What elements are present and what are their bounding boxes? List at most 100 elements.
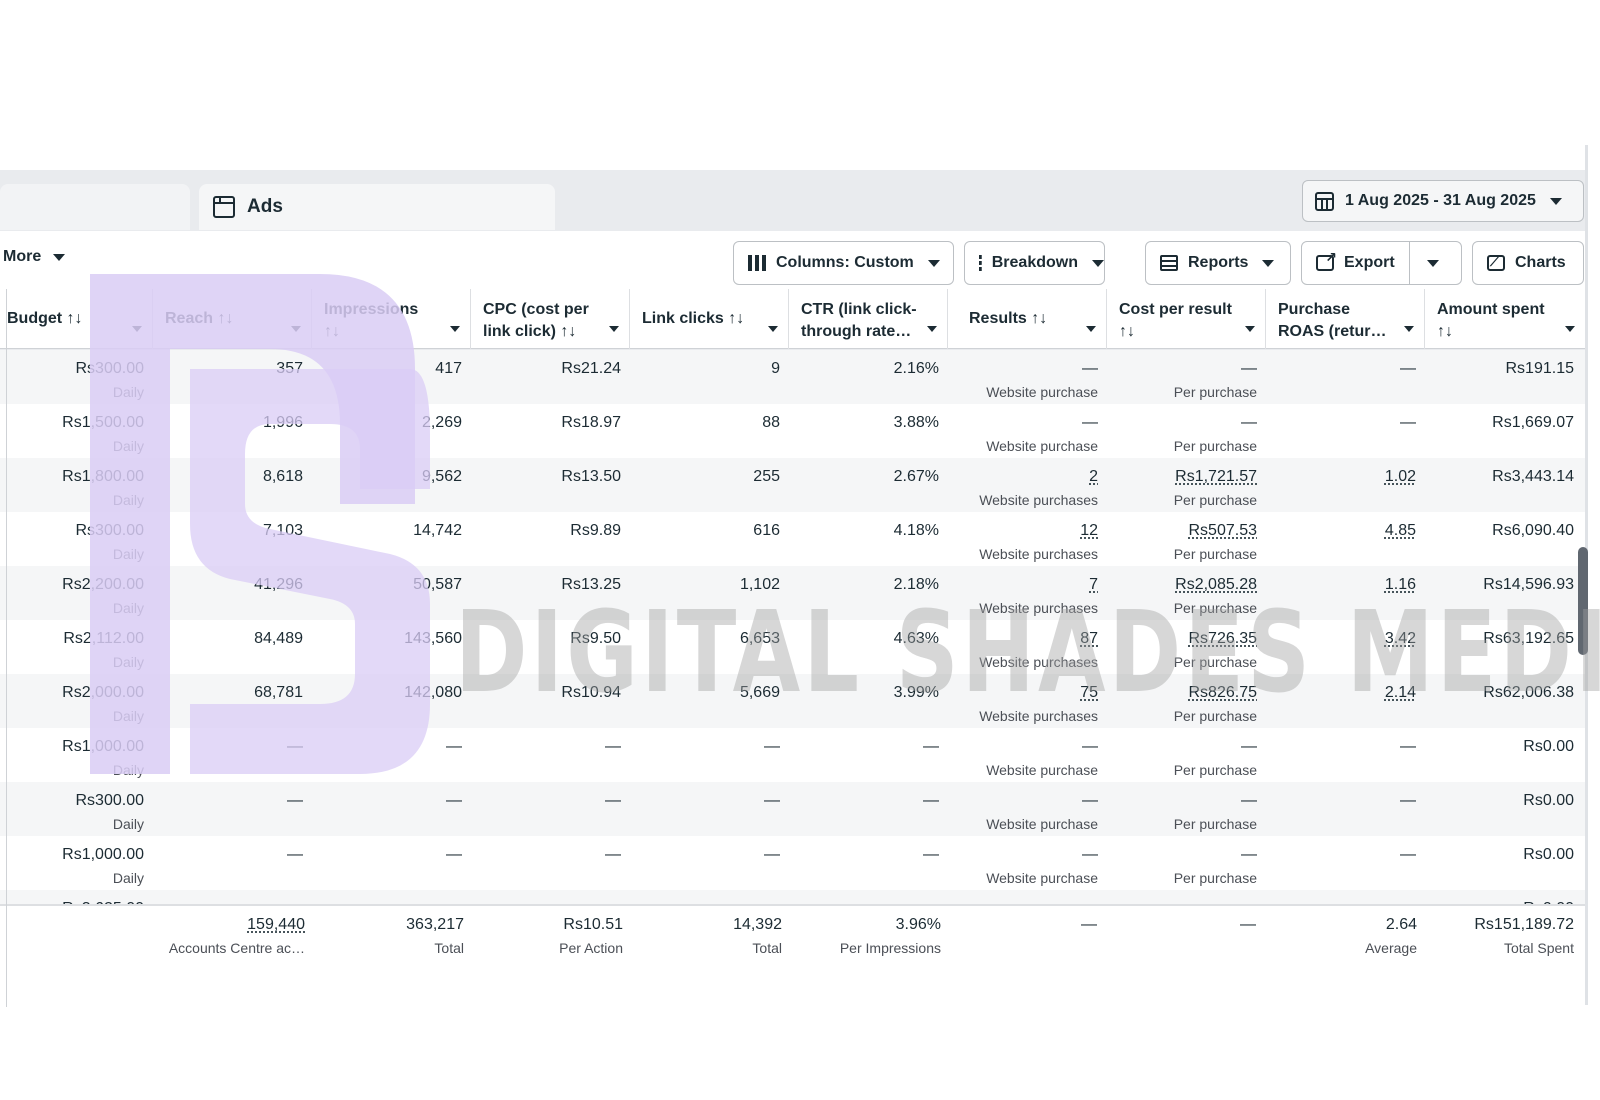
column-header-link-clicks[interactable]: Link clicks ↑↓ [630,289,789,349]
cell-value: 4.63% [789,620,939,648]
tab-ads[interactable]: Ads [199,184,555,230]
cell-caption: Per purchase [1107,702,1257,725]
cell-amount-spent: Rs0.00 [1425,836,1583,890]
chevron-down-icon [1262,260,1274,267]
export-options-button[interactable] [1410,260,1456,267]
cell-cost-per-result: — Per purchase [1107,728,1266,782]
cell-cpc: Rs13.50 [471,458,630,512]
breakdown-button[interactable]: Breakdown [964,241,1105,285]
cell-ctr: — [789,782,948,836]
column-menu-icon[interactable] [927,317,937,339]
tab-ads-label: Ads [247,196,283,218]
tab-ad-sets[interactable] [0,184,190,230]
reports-button[interactable]: Reports [1145,241,1291,285]
cell-results: 12 Website purchases [948,512,1107,566]
cell-value: Rs14,596.93 [1425,566,1574,594]
charts-button[interactable]: Charts [1472,241,1584,285]
vertical-scrollbar-thumb[interactable] [1578,547,1588,655]
sort-icon: ↑↓ [1437,321,1573,343]
cell-value: Rs300.00 [0,350,144,378]
cell-value: 4.85 [1266,512,1416,540]
table-row[interactable]: Rs2,000.00 Daily 68,781 142,080 Rs10.94 5,669… [0,674,1585,728]
total-caption: Per Action [467,934,623,957]
charts-label: Charts [1515,254,1566,272]
cell-reach: 357 [153,350,312,404]
table-row[interactable]: Rs1,000.00 Daily — — — — — — Website purchase — Pe… [0,728,1585,782]
column-menu-icon[interactable] [1086,317,1096,339]
cell-caption: Daily [0,810,144,833]
cell-purchase-roas: 1.02 [1266,458,1425,512]
cell-caption: Per purchase [1107,648,1257,671]
table-row[interactable]: Rs3,625.00 — — — — — — — — Rs0.00 [0,890,1585,904]
cell-results: — Website purchase [948,728,1107,782]
cell-budget: Rs2,112.00 Daily [0,620,153,674]
column-menu-icon[interactable] [450,317,460,339]
table-row[interactable]: Rs300.00 Daily — — — — — — Website purchase — Per … [0,782,1585,836]
column-menu-icon[interactable] [609,317,619,339]
table-row[interactable]: Rs2,200.00 Daily 41,296 50,587 Rs13.25 1,102 2… [0,566,1585,620]
column-menu-icon[interactable] [1245,317,1255,339]
cell-cost-per-result: Rs826.75 Per purchase [1107,674,1266,728]
cell-caption: Website purchase [948,810,1098,833]
column-header-budget[interactable]: Budget ↑↓ [0,289,153,349]
column-header-cost-per-result[interactable]: Cost per result ↑↓ [1107,289,1266,349]
column-menu-icon[interactable] [132,317,142,339]
column-header-results[interactable]: Results ↑↓ [948,289,1107,349]
cell-reach: — [153,782,312,836]
table-body: Rs300.00 Daily 357 417 Rs21.24 9 2.16% — Website… [0,350,1585,904]
cell-reach: 41,296 [153,566,312,620]
cell-impressions: 142,080 [312,674,471,728]
more-button[interactable]: More [3,248,65,266]
columns-button[interactable]: Columns: Custom [733,241,954,285]
column-header-ctr[interactable]: CTR (link click- through rate… [789,289,948,349]
cell-link-clicks: — [630,890,789,904]
column-menu-icon[interactable] [291,317,301,339]
table-row[interactable]: Rs1,000.00 Daily — — — — — — Website purchase — Pe… [0,836,1585,890]
table-row[interactable]: Rs300.00 Daily 7,103 14,742 Rs9.89 616 4.18% 12… [0,512,1585,566]
cell-cpc: — [471,728,630,782]
cell-amount-spent: Rs0.00 [1425,728,1583,782]
total-impressions: 363,217 Total [308,906,467,957]
cell-caption: Per purchase [1107,594,1257,617]
cell-value: Rs2,112.00 [0,620,144,648]
cell-results: — Website purchase [948,350,1107,404]
cell-impressions: 417 [312,350,471,404]
column-menu-icon[interactable] [1565,317,1575,339]
cell-link-clicks: — [630,728,789,782]
export-split-button[interactable]: Export [1301,241,1462,285]
cell-impressions: — [312,728,471,782]
column-header-cpc[interactable]: CPC (cost per link click) ↑↓ [471,289,630,349]
cell-budget: Rs1,500.00 Daily [0,404,153,458]
column-label: Impressions [324,299,458,321]
cell-ctr: 4.18% [789,512,948,566]
total-results: — [944,906,1103,934]
export-label: Export [1344,254,1395,272]
column-menu-icon[interactable] [768,317,778,339]
cell-purchase-roas: — [1266,728,1425,782]
cell-caption: Per purchase [1107,486,1257,509]
cell-value: 75 [948,674,1098,702]
table-row[interactable]: Rs300.00 Daily 357 417 Rs21.24 9 2.16% — Website… [0,350,1585,404]
cell-value: Rs1,800.00 [0,458,144,486]
cell-ctr: — [789,890,948,904]
cell-purchase-roas: — [1266,404,1425,458]
table-row[interactable]: Rs1,800.00 Daily 8,618 9,562 Rs13.50 255 2.67%… [0,458,1585,512]
cell-cost-per-result: Rs1,721.57 Per purchase [1107,458,1266,512]
cell-value: 2.67% [789,458,939,486]
column-header-purchase-roas[interactable]: Purchase ROAS (retur… [1266,289,1425,349]
total-value: Rs151,189.72 [1421,906,1574,934]
column-header-impressions[interactable]: Impressions ↑↓ [312,289,471,349]
chevron-down-icon [1550,198,1562,205]
cell-caption: Per purchase [1107,864,1257,887]
cell-value: Rs0.00 [1425,782,1574,810]
total-value: 3.96% [785,906,941,934]
chevron-down-icon [928,260,940,267]
column-menu-icon[interactable] [1404,317,1414,339]
column-header-reach[interactable]: Reach ↑↓ [153,289,312,349]
table-left-border [6,289,7,1007]
cell-reach: 84,489 [153,620,312,674]
table-row[interactable]: Rs2,112.00 Daily 84,489 143,560 Rs9.50 6,653 4… [0,620,1585,674]
column-header-amount-spent[interactable]: Amount spent ↑↓ [1425,289,1585,349]
table-row[interactable]: Rs1,500.00 Daily 1,996 2,269 Rs18.97 88 3.88% —… [0,404,1585,458]
date-range-picker[interactable]: 1 Aug 2025 - 31 Aug 2025 [1302,180,1584,222]
